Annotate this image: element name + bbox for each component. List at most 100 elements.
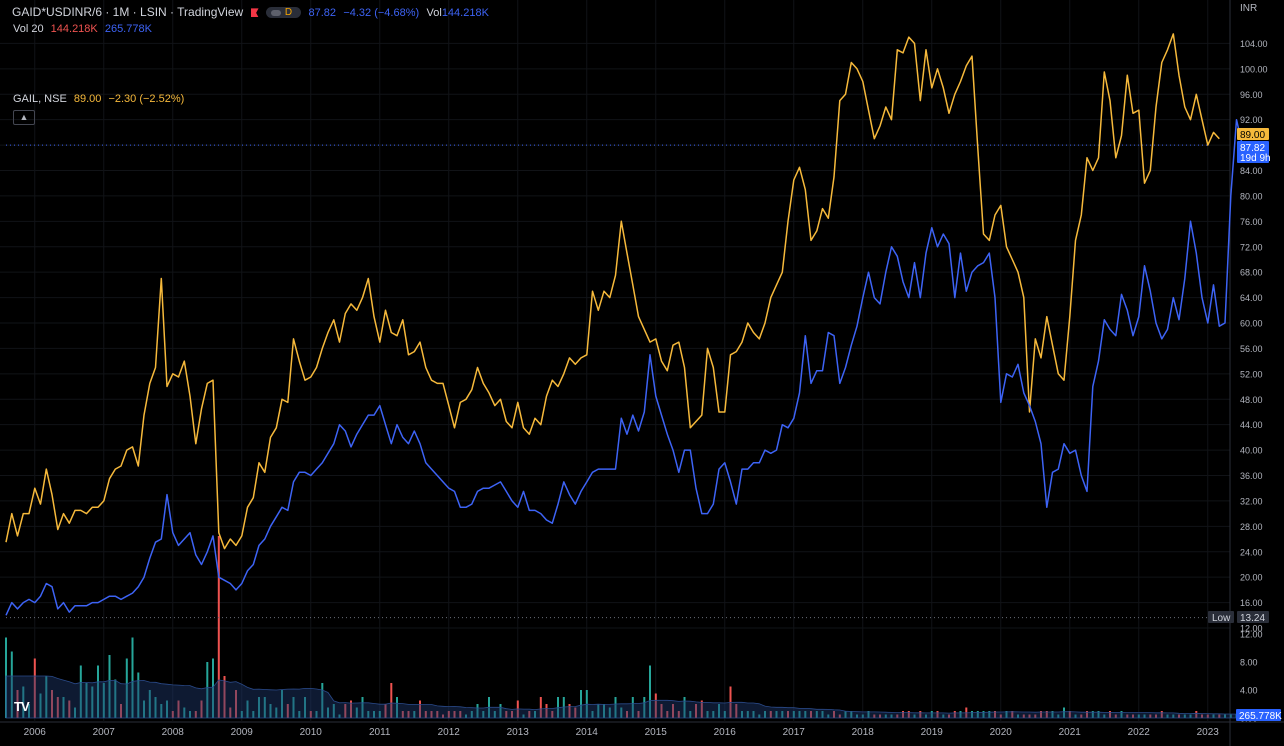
volume-bar (764, 711, 766, 718)
time-axis-tick: 2015 (645, 727, 668, 738)
volume-bar (1137, 714, 1140, 718)
volume-bar (643, 697, 646, 718)
time-axis-tick: 2008 (162, 727, 185, 738)
volume-bar (873, 714, 876, 718)
volume-bar (125, 658, 128, 718)
low-value: 13.24 (1240, 613, 1265, 624)
volume-bar (1189, 714, 1192, 718)
compare-legend[interactable]: GAIL, NSE 89.00 −2.30 (−2.52%) (13, 93, 188, 105)
volume-bar (459, 711, 462, 718)
volume-bar (580, 690, 582, 718)
volume-bar (10, 651, 13, 718)
volume-bar (258, 697, 260, 718)
volume-bar (1114, 714, 1117, 718)
dot-icon (270, 9, 281, 16)
volume-bar (1183, 714, 1186, 718)
volume-bar (769, 711, 772, 718)
vol-value: 144.218K (441, 7, 489, 19)
volume-bar (74, 707, 76, 718)
volume-bar (1212, 714, 1215, 718)
volume-bar (361, 697, 364, 718)
volume-bar (62, 697, 65, 718)
volume-bar (597, 704, 600, 718)
volume-bar (436, 711, 439, 718)
volume-bar (229, 707, 232, 718)
volume-bar (470, 711, 473, 718)
price-change: −4.32 (−4.68%) (343, 7, 420, 19)
gail-series-line (5, 33, 1220, 550)
volume-bar (419, 700, 421, 718)
volume-bar (108, 655, 111, 718)
volume-bar (413, 711, 416, 718)
volume-bar (1017, 714, 1019, 718)
tradingview-logo-icon[interactable]: TV (14, 699, 30, 714)
volume-bar (867, 711, 870, 718)
volume-bar (999, 714, 1002, 718)
volume-bar (534, 711, 536, 718)
volume-bar (252, 711, 255, 718)
volume-bar (700, 700, 703, 718)
volume-bar (821, 711, 824, 718)
volume-bar (1011, 711, 1014, 718)
volume-bar (1034, 714, 1037, 718)
volume-bar (206, 662, 209, 718)
time-axis-tick: 2017 (783, 727, 806, 738)
flag-icon[interactable] (250, 8, 259, 18)
volume-bar (350, 700, 352, 718)
volume-bar (1126, 714, 1129, 718)
main-price-tag-value: 87.82 (1240, 143, 1265, 154)
volume-bar (672, 704, 674, 718)
main-price-tag: 87.82 19d 9h (1237, 141, 1271, 164)
volume-bar (1005, 711, 1008, 718)
volume-axis-tick: 8.00 (1240, 658, 1258, 668)
volume-bar (649, 665, 651, 718)
vol-label: Vol (426, 7, 442, 19)
price-axis-tick: 64.00 (1240, 293, 1263, 303)
volume-bar (1132, 714, 1134, 718)
time-axis: 2006 2007 2008 2009 2010 2011 2012 2013 2014 2015… (24, 727, 1220, 738)
volume-bar (1201, 714, 1203, 718)
volume-bar (298, 711, 301, 718)
compare-legend-change: −2.30 (−2.52%) (108, 93, 185, 105)
vol-legend-value1: 144.218K (50, 23, 98, 35)
volume-bar (45, 676, 48, 718)
volume-bar (971, 711, 973, 718)
volume-bar (942, 714, 945, 718)
volume-bar (1224, 714, 1226, 718)
time-axis-tick: 2012 (438, 727, 461, 738)
volume-bar (114, 679, 117, 718)
volume-bar (407, 711, 410, 718)
volume-bar (85, 683, 88, 718)
price-axis-tick: 12.00 (1240, 624, 1263, 634)
data-mode-toggle[interactable]: D (265, 7, 302, 19)
symbol-title[interactable]: GAID*USDINR/6 · 1M · LSIN · TradingView (12, 5, 244, 19)
volume-bar (189, 711, 191, 718)
volume-bar (275, 707, 278, 718)
volume-bar (959, 711, 962, 718)
volume-bar (752, 711, 755, 718)
volume-bar (879, 714, 881, 718)
volume-bar (143, 700, 145, 718)
volume-bar (856, 714, 858, 718)
chevron-up-icon[interactable]: ▲ (13, 110, 35, 125)
volume-bar (798, 711, 801, 718)
volume-bar (1143, 714, 1146, 718)
price-axis-tick: 44.00 (1240, 420, 1263, 430)
volume-bar (654, 693, 657, 718)
vol-legend-value2: 265.778K (104, 23, 152, 35)
volume-legend[interactable]: Vol 20 144.218K 265.778K (13, 23, 156, 35)
time-axis-tick: 2019 (921, 727, 944, 738)
volume-bar (660, 704, 663, 718)
symbol-legend[interactable]: GAID*USDINR/6 · 1M · LSIN · TradingView … (12, 5, 493, 19)
price-axis: 12.00 16.00 20.00 24.00 28.00 32.00 36.00 40.00… (1240, 39, 1268, 634)
volume-bar (574, 707, 577, 718)
volume-bar (1109, 711, 1111, 718)
volume-bar (1063, 707, 1065, 718)
volume-bar (183, 707, 186, 718)
time-axis-tick: 2011 (369, 727, 391, 738)
price-axis-tick: 40.00 (1240, 446, 1263, 456)
volume-bar (614, 697, 617, 718)
volume-bar (827, 714, 830, 718)
